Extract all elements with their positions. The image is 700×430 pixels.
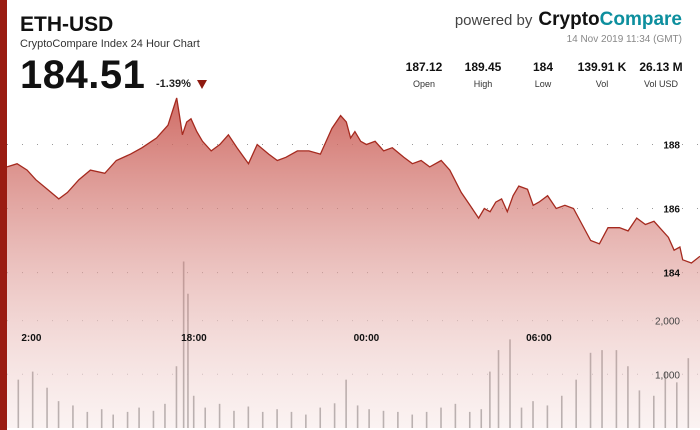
x-tick-label: 2:00 [21, 333, 41, 344]
timestamp: 14 Nov 2019 11:34 (GMT) [566, 34, 682, 45]
brand-compare: Compare [599, 9, 682, 30]
stat-vol: 139.91 K Vol [574, 60, 630, 89]
chart-subtitle: CryptoCompare Index 24 Hour Chart [20, 38, 200, 50]
stat-label: Open [412, 79, 436, 89]
stat-label: High [473, 79, 493, 89]
stat-label: Vol USD [643, 79, 678, 89]
stat-high: 189.45 High [459, 60, 507, 89]
brand-crypto: Crypto [538, 9, 600, 30]
stat-label: Low [534, 79, 552, 89]
stat-low: 184 Low [525, 60, 561, 89]
price-tick-label: 184 [663, 269, 680, 280]
powered-by[interactable]: powered by CryptoCompare [455, 9, 682, 31]
x-tick-label: 18:00 [181, 333, 207, 344]
volume-tick-label: 1,000 [655, 370, 680, 381]
stat-value: 184 [532, 60, 554, 74]
pair-symbol: ETH-USD [20, 13, 114, 36]
price-change: -1.39% [156, 78, 191, 90]
down-arrow-icon [197, 80, 207, 89]
x-tick-label: 06:00 [526, 333, 552, 344]
stat-value: 139.91 K [577, 60, 627, 74]
powered-by-label: powered by [454, 12, 533, 29]
accent-bar [0, 0, 7, 430]
stat-value: 189.45 [464, 60, 502, 74]
stat-open: 187.12 Open [402, 60, 446, 89]
price-tick-label: 186 [663, 205, 680, 216]
x-tick-label: 00:00 [354, 333, 380, 344]
price-tick-label: 188 [663, 140, 680, 151]
stat-vol-usd: 26.13 M Vol USD [636, 60, 686, 89]
price-line [6, 97, 700, 264]
volume-tick-label: 2,000 [655, 317, 680, 328]
axis-ticks: 188 186 184 2,000 1,000 2:00 18:00 00:00 06:00 [21, 140, 680, 381]
price-area [7, 98, 700, 428]
stat-value: 26.13 M [639, 60, 683, 74]
stat-value: 187.12 [405, 60, 443, 74]
stat-label: Vol [595, 79, 609, 89]
current-price: 184.51 [20, 53, 146, 97]
